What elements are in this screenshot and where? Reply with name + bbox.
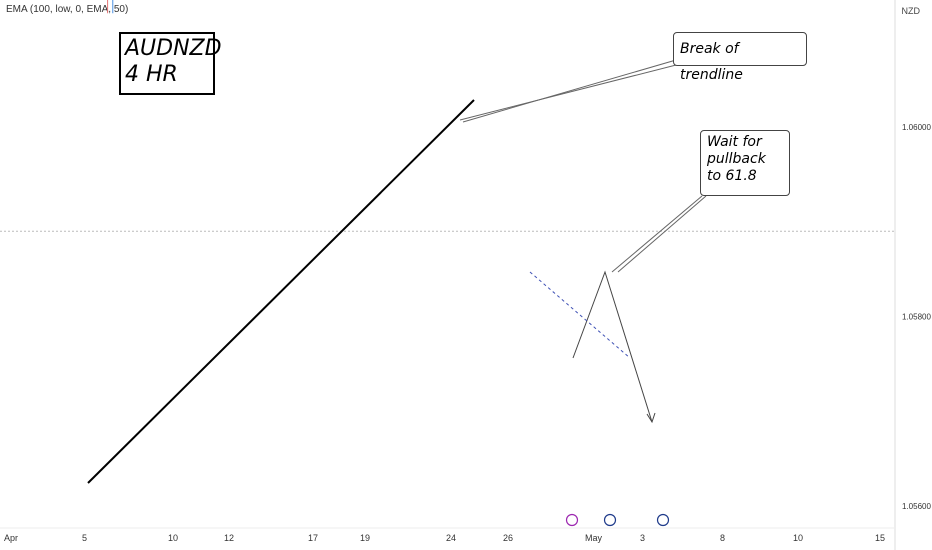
x-tick-label: 10 (168, 533, 178, 543)
chart-title-box: AUDNZD 4 HR (119, 32, 222, 95)
x-tick-label: May (585, 533, 603, 543)
x-tick-label: Apr (4, 533, 18, 543)
trendline (87, 99, 475, 484)
y-tick-label: 1.05800 (902, 313, 931, 322)
callout-pointer (462, 59, 677, 123)
event-icon (656, 513, 670, 527)
callout-pointer (611, 195, 703, 273)
x-tick-label: 3 (640, 533, 645, 543)
x-tick-label: 19 (360, 533, 370, 543)
currency-label: NZD (901, 6, 921, 16)
y-tick-label: 1.06000 (902, 123, 931, 132)
x-tick-label: 17 (308, 533, 318, 543)
callout-pointer (459, 63, 681, 121)
x-tick-label: 15 (875, 533, 885, 543)
callout-pullback: Wait for pullback to 61.8 (700, 130, 790, 196)
projected-arrowhead (646, 412, 656, 424)
x-tick-label: 12 (224, 533, 234, 543)
event-icon (603, 513, 617, 527)
y-tick-label: 1.05600 (902, 502, 931, 511)
x-tick-label: 5 (82, 533, 87, 543)
callout-trendline-break: Break of trendline (673, 32, 807, 83)
event-icon (565, 513, 579, 527)
x-tick-label: 10 (793, 533, 803, 543)
x-tick-label: 24 (446, 533, 456, 543)
x-tick-label: 26 (503, 533, 513, 543)
projected-path (572, 270, 653, 423)
chart-title-timeframe: 4 HR (125, 62, 178, 87)
chart-title-symbol: AUDNZD (125, 36, 222, 61)
callout-pointer (617, 195, 707, 273)
fib-diagonal (529, 271, 631, 359)
indicator-label: EMA (100, low, 0, EMA, 50) (6, 4, 129, 15)
x-tick-label: 8 (720, 533, 725, 543)
